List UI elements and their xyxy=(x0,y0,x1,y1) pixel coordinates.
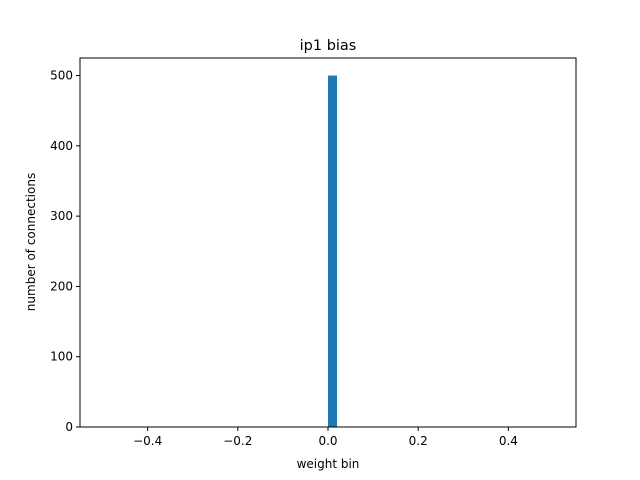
plot-area xyxy=(79,57,577,428)
x-tick-label: 0.2 xyxy=(409,434,428,448)
x-tick-label: −0.2 xyxy=(223,434,252,448)
y-tick-label: 0 xyxy=(65,420,73,434)
y-tick-label: 100 xyxy=(50,350,73,364)
chart-title: ip1 bias xyxy=(300,38,357,54)
y-tick-label: 200 xyxy=(50,279,73,293)
y-axis-ticks: 0 100 200 300 400 500 xyxy=(50,69,80,434)
bars-layer xyxy=(328,75,338,428)
x-axis-label: weight bin xyxy=(297,457,360,471)
x-tick-label: 0.0 xyxy=(318,434,337,448)
y-tick-label: 500 xyxy=(50,69,73,83)
histogram-bar xyxy=(328,75,338,428)
y-tick-label: 400 xyxy=(50,139,73,153)
x-tick-label: 0.4 xyxy=(499,434,518,448)
x-axis-ticks: −0.4 −0.2 0.0 0.2 0.4 xyxy=(133,427,518,448)
y-tick-label: 300 xyxy=(50,209,73,223)
x-tick-label: −0.4 xyxy=(133,434,162,448)
y-axis-label: number of connections xyxy=(24,173,38,311)
